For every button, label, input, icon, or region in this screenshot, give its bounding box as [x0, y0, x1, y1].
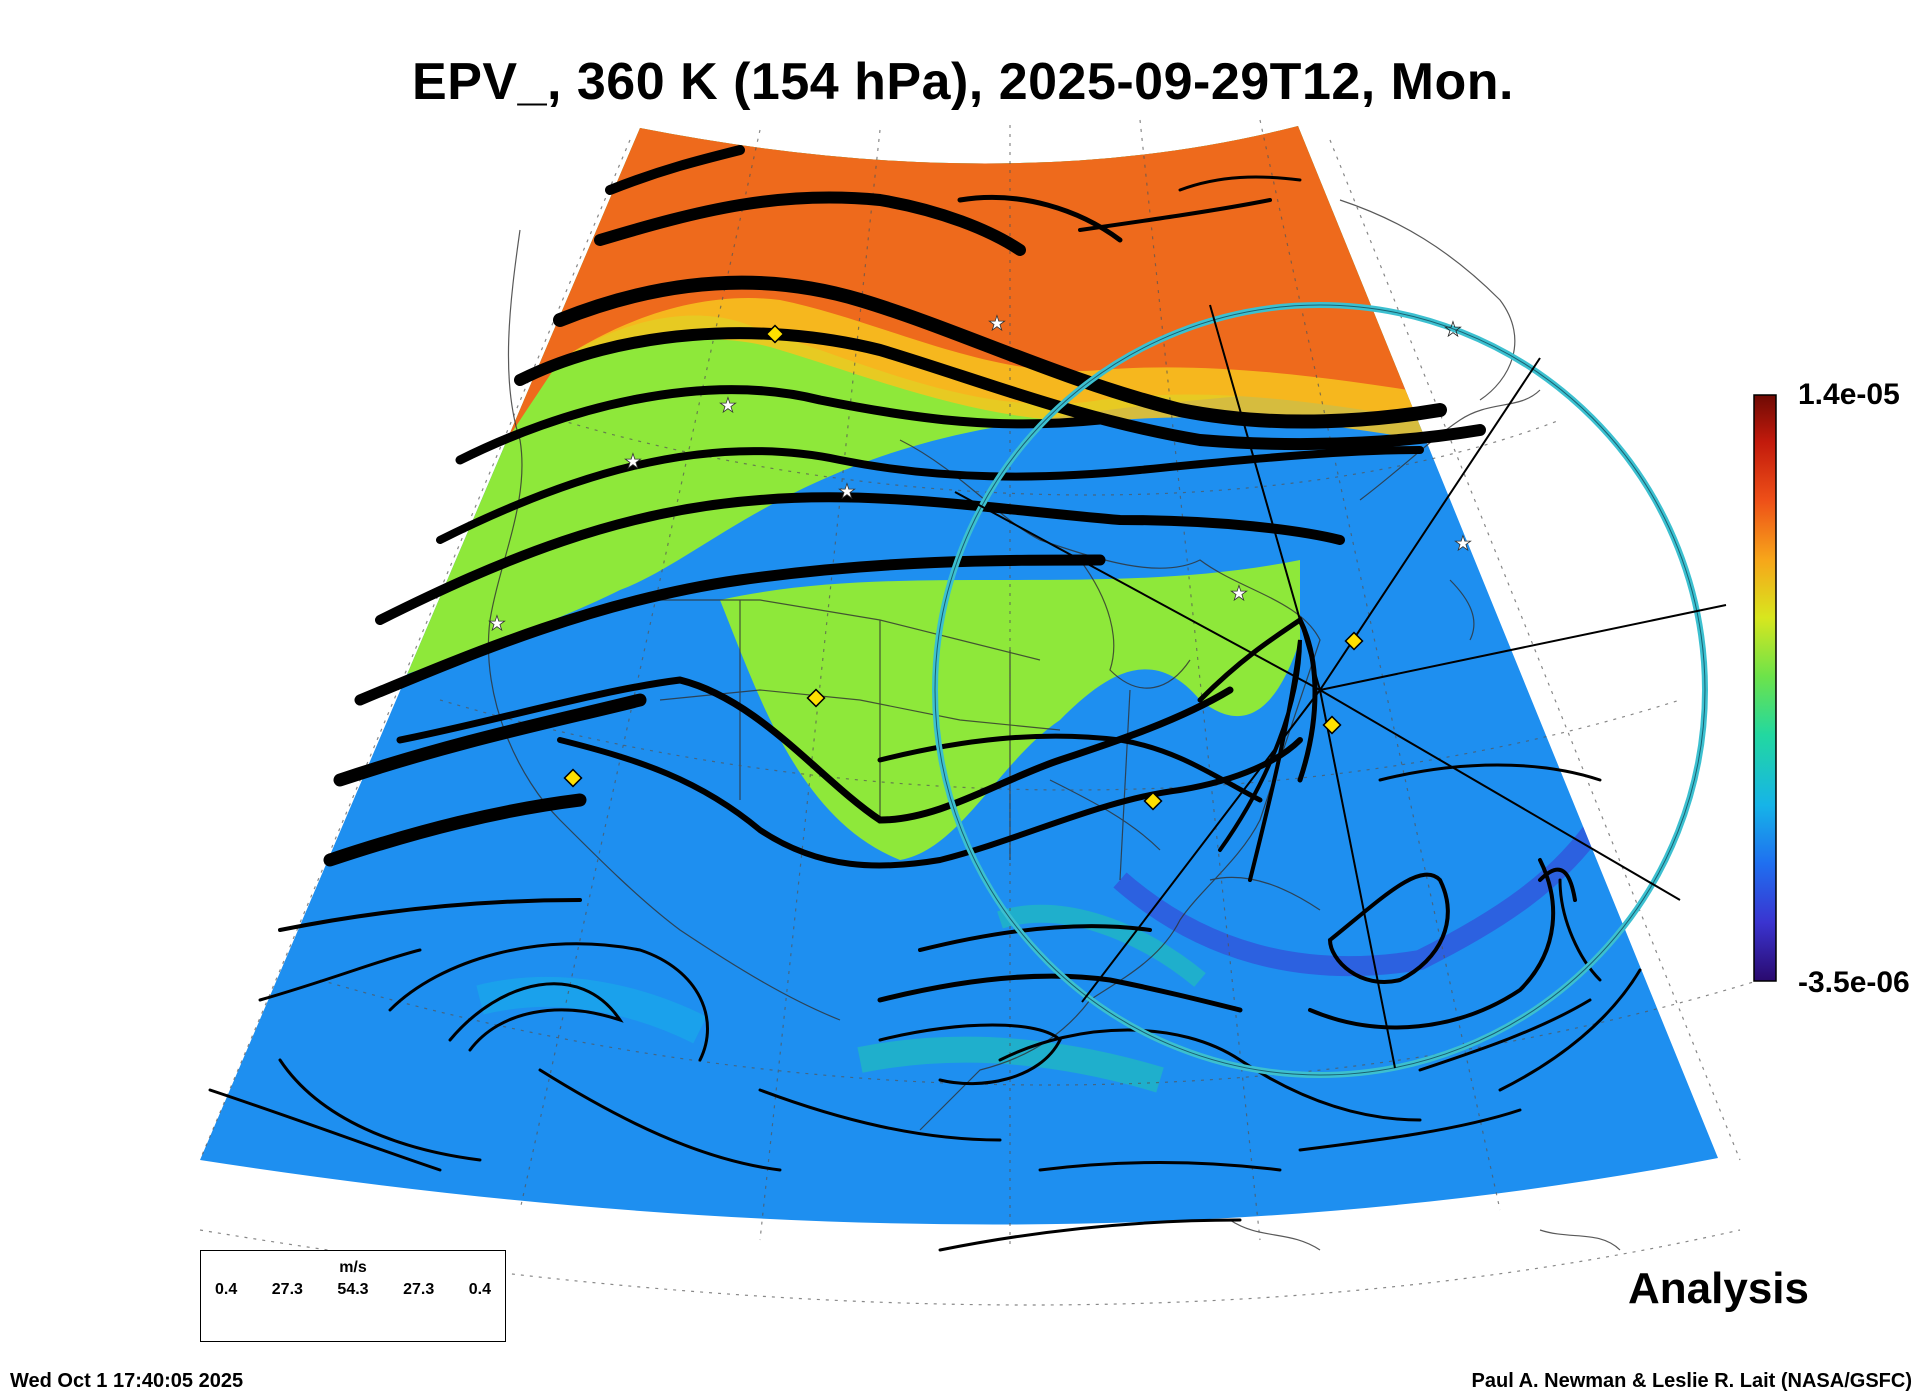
colorbar-max-label: 1.4e-05 [1798, 378, 1900, 411]
colorbar-min-label: -3.5e-06 [1798, 966, 1910, 999]
diamond-marker [563, 768, 583, 788]
timestamp: Wed Oct 1 17:40:05 2025 [10, 1370, 244, 1392]
diamond-marker [1322, 715, 1342, 735]
range-ring [932, 302, 1708, 1078]
wind-legend-value: 27.3 [271, 1281, 303, 1298]
star-marker: ★ [1230, 583, 1248, 605]
page-title: EPV_, 360 K (154 hPa), 2025-09-29T12, Mo… [412, 53, 1514, 111]
wind-legend-value: 54.3 [337, 1281, 369, 1298]
station-markers: ★ ★ ★ ★ ★ ★ ★ ★ [488, 313, 1472, 811]
star-marker: ★ [488, 613, 506, 635]
wind-legend-value: 27.3 [403, 1281, 435, 1298]
diamond-marker [1143, 791, 1163, 811]
diamond-marker [806, 688, 826, 708]
wind-legend-units: m/s [339, 1259, 367, 1276]
range-lines [954, 304, 1727, 1069]
wind-legend-value: 0.4 [468, 1281, 491, 1298]
star-marker: ★ [1444, 319, 1462, 341]
wind-streamlines [208, 145, 1642, 1252]
star-marker: ★ [1454, 533, 1472, 555]
star-marker: ★ [719, 395, 737, 417]
wind-legend-values: 0.4 27.3 54.3 27.3 0.4 [215, 1281, 491, 1299]
star-marker: ★ [624, 451, 642, 473]
coastlines [487, 199, 1621, 1251]
wind-legend: m/s 0.4 27.3 54.3 27.3 0.4 [200, 1250, 506, 1342]
wind-legend-value: 0.4 [215, 1281, 238, 1298]
colorbar [1753, 394, 1777, 982]
star-marker: ★ [988, 313, 1006, 335]
pv-field [200, 126, 1718, 1225]
credit: Paul A. Newman & Leslie R. Lait (NASA/GS… [1471, 1370, 1912, 1392]
latlon-grid [199, 119, 1761, 1306]
diamond-marker [1344, 631, 1364, 651]
diamond-marker [765, 324, 785, 344]
star-marker: ★ [838, 481, 856, 503]
analysis-label: Analysis [1628, 1264, 1809, 1313]
